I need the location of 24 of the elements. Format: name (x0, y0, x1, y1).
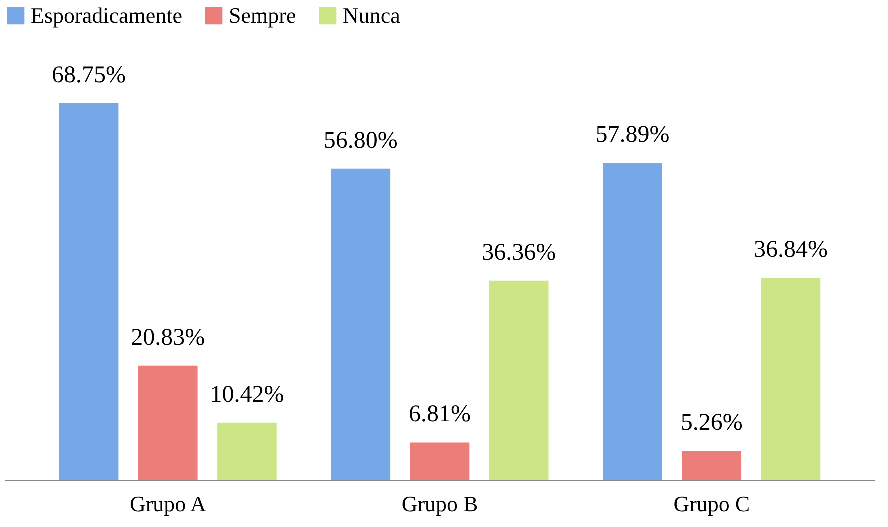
bar (410, 442, 470, 480)
data-label: 20.83% (131, 324, 206, 351)
bar (138, 366, 198, 480)
legend-label: Esporadicamente (31, 3, 182, 28)
bar (682, 451, 742, 480)
data-label: 6.81% (409, 402, 471, 428)
data-label: 56.80% (324, 128, 398, 154)
bar (331, 168, 391, 480)
legend-label: Sempre (229, 3, 296, 28)
x-tick-label: Grupo C (674, 492, 750, 516)
bar (218, 422, 277, 480)
x-tick-label: Grupo A (130, 492, 206, 516)
bar (489, 280, 549, 480)
data-label: 5.26% (680, 410, 743, 436)
data-label: 57.89% (596, 122, 670, 148)
data-label: 36.84% (754, 237, 828, 264)
x-tick-label: Grupo B (402, 492, 478, 516)
data-label: 68.75% (52, 62, 126, 88)
bar (59, 103, 119, 480)
bar (603, 162, 662, 480)
data-label: 10.42% (210, 382, 284, 408)
data-label: 36.36% (482, 240, 556, 266)
bar (761, 278, 821, 480)
legend-label: Nunca (343, 3, 401, 28)
